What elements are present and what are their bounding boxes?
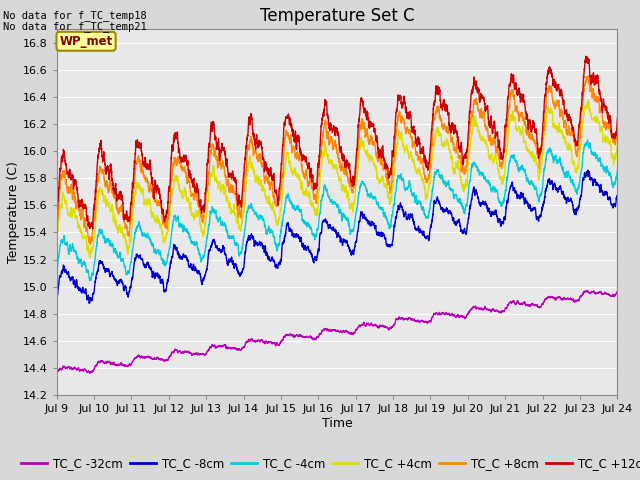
TC_C +4cm xyxy=(316,174,324,180)
Line: TC_C +8cm: TC_C +8cm xyxy=(56,76,618,244)
TC_C +4cm xyxy=(86,254,94,260)
Text: WP_met: WP_met xyxy=(60,35,113,48)
TC_C -4cm xyxy=(432,170,440,176)
TC_C -8cm xyxy=(584,167,592,173)
TC_C -8cm xyxy=(316,231,324,237)
TC_C -8cm xyxy=(495,218,502,224)
TC_C +12cm xyxy=(495,142,502,147)
TC_C -4cm xyxy=(614,168,621,173)
TC_C -8cm xyxy=(154,270,161,276)
TC_C -4cm xyxy=(584,137,591,143)
TC_C +8cm xyxy=(613,131,621,137)
TC_C -32cm xyxy=(52,371,60,377)
TC_C -32cm xyxy=(614,289,621,295)
TC_C +12cm xyxy=(316,143,324,148)
Line: TC_C +12cm: TC_C +12cm xyxy=(56,56,618,229)
Line: TC_C -4cm: TC_C -4cm xyxy=(56,140,618,281)
TC_C +12cm xyxy=(613,125,621,131)
TC_C +4cm xyxy=(614,140,621,145)
TC_C +8cm xyxy=(584,73,592,79)
TC_C +4cm xyxy=(154,214,161,220)
TC_C +4cm xyxy=(613,146,621,152)
TC_C +8cm xyxy=(86,241,94,247)
TC_C +8cm xyxy=(432,108,440,114)
TC_C +12cm xyxy=(463,147,470,153)
TC_C -8cm xyxy=(463,227,470,232)
Title: Temperature Set C: Temperature Set C xyxy=(260,7,414,25)
TC_C -8cm xyxy=(86,300,93,306)
TC_C -32cm xyxy=(463,312,470,318)
TC_C +12cm xyxy=(432,87,440,93)
TC_C +8cm xyxy=(614,122,621,128)
TC_C -4cm xyxy=(52,271,60,277)
TC_C +4cm xyxy=(495,169,502,175)
TC_C -4cm xyxy=(316,209,324,215)
TC_C +8cm xyxy=(52,224,60,229)
Legend: TC_C -32cm, TC_C -8cm, TC_C -4cm, TC_C +4cm, TC_C +8cm, TC_C +12cm: TC_C -32cm, TC_C -8cm, TC_C -4cm, TC_C +… xyxy=(16,452,640,475)
TC_C -8cm xyxy=(613,193,621,199)
TC_C -4cm xyxy=(495,197,502,203)
Text: No data for f_TC_temp18: No data for f_TC_temp18 xyxy=(3,11,147,22)
TC_C -32cm xyxy=(613,289,621,295)
TC_C +4cm xyxy=(52,240,60,245)
TC_C +4cm xyxy=(463,183,470,189)
Line: TC_C +4cm: TC_C +4cm xyxy=(56,101,618,257)
TC_C +12cm xyxy=(52,218,60,224)
TC_C -4cm xyxy=(463,203,470,209)
X-axis label: Time: Time xyxy=(322,417,353,430)
TC_C -32cm xyxy=(154,354,161,360)
TC_C -4cm xyxy=(613,172,621,178)
TC_C +12cm xyxy=(582,53,589,59)
TC_C +4cm xyxy=(432,132,440,138)
TC_C -32cm xyxy=(316,331,324,337)
TC_C +12cm xyxy=(614,115,621,120)
TC_C +8cm xyxy=(316,154,324,159)
TC_C -8cm xyxy=(432,199,440,204)
TC_C +8cm xyxy=(495,153,502,159)
TC_C -32cm xyxy=(495,309,502,314)
TC_C -8cm xyxy=(614,193,621,199)
TC_C +4cm xyxy=(584,98,592,104)
TC_C -32cm xyxy=(432,310,440,316)
TC_C -4cm xyxy=(154,247,161,253)
Line: TC_C -8cm: TC_C -8cm xyxy=(56,170,618,303)
Y-axis label: Temperature (C): Temperature (C) xyxy=(7,161,20,263)
TC_C +12cm xyxy=(89,226,97,232)
TC_C -8cm xyxy=(52,294,60,300)
TC_C -32cm xyxy=(583,288,591,294)
TC_C +12cm xyxy=(154,184,161,190)
TC_C -4cm xyxy=(86,278,93,284)
TC_C +8cm xyxy=(463,159,470,165)
Text: No data for f_TC_temp21: No data for f_TC_temp21 xyxy=(3,21,147,32)
Line: TC_C -32cm: TC_C -32cm xyxy=(56,291,618,374)
TC_C +8cm xyxy=(154,199,161,204)
